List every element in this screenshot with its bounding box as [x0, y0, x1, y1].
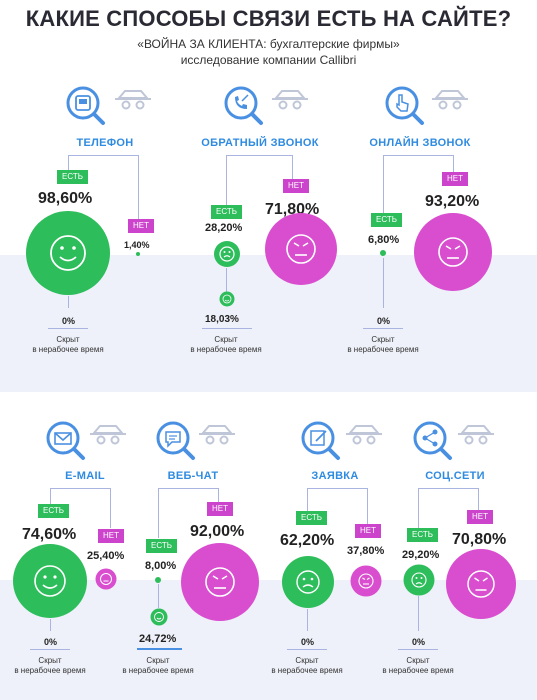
angry-face-icon [414, 213, 492, 291]
hidden-value: 0% [301, 637, 315, 647]
channel-name: ОНЛАЙН ЗВОНОК [369, 137, 471, 149]
yes-tag: ЕСТЬ [371, 213, 402, 227]
hidden-hint: Скрыт в нерабочее время [122, 656, 194, 675]
hidden-value: 0% [412, 637, 426, 647]
no-tag: НЕТ [355, 524, 381, 538]
email-icon [46, 421, 85, 460]
sad-face-icon [214, 241, 240, 267]
no-tag: НЕТ [207, 502, 233, 516]
channel-name: СОЦ.СЕТИ [425, 470, 485, 482]
incognito-icon [346, 425, 382, 445]
hidden-value: 0% [44, 637, 58, 647]
chat-icon [156, 421, 195, 460]
happy-face-icon [219, 291, 235, 307]
channel-name: E-MAIL [65, 470, 105, 482]
yes-tag: ЕСТЬ [296, 511, 327, 525]
no-value: 37,80% [347, 545, 385, 557]
no-value: 25,40% [87, 550, 125, 562]
yes-tag: ЕСТЬ [407, 528, 438, 542]
yes-tag: ЕСТЬ [57, 170, 88, 184]
yes-tag: ЕСТЬ [38, 504, 69, 518]
no-value: 93,20% [425, 193, 480, 210]
hidden-hint: Скрыт в нерабочее время [14, 656, 86, 675]
happy-face-icon [13, 544, 87, 618]
hidden-value: 18,03% [205, 314, 239, 325]
yes-value: 98,60% [38, 190, 93, 207]
angry-face-icon [181, 543, 259, 621]
no-value: 92,00% [190, 523, 245, 540]
channel-name: ТЕЛЕФОН [76, 137, 134, 149]
angry-face-icon [350, 565, 382, 597]
row-2-band [0, 580, 537, 700]
yes-value: 62,20% [280, 532, 335, 549]
yes-tag: ЕСТЬ [211, 205, 242, 219]
page-source: исследование компании Callibri [180, 53, 357, 67]
hidden-hint: Скрыт в нерабочее время [271, 656, 343, 675]
channel-name: ЗАЯВКА [311, 470, 359, 482]
yes-value: 28,20% [205, 222, 243, 234]
page-subtitle: «ВОЙНА ЗА КЛИЕНТА: бухгалтерские фирмы» [137, 37, 400, 51]
social-share-icon [413, 421, 452, 460]
yes-tag: ЕСТЬ [146, 539, 177, 553]
yes-value: 8,00% [145, 560, 177, 572]
callback-icon [224, 86, 263, 125]
incognito-icon [115, 90, 151, 110]
happy-face-icon [26, 211, 110, 295]
hidden-hint: Скрыт в нерабочее время [190, 335, 262, 354]
angry-face-icon [446, 549, 516, 619]
happy-face-icon [150, 608, 168, 626]
incognito-icon [458, 425, 494, 445]
sad-face-icon [282, 556, 334, 608]
phone-icon [66, 86, 105, 125]
channel-name: ОБРАТНЫЙ ЗВОНОК [201, 137, 319, 149]
hidden-hint: Скрыт в нерабочее время [347, 335, 419, 354]
no-tag: НЕТ [283, 179, 309, 193]
neutral-face-icon [95, 568, 117, 590]
page-title: КАКИЕ СПОСОБЫ СВЯЗИ ЕСТЬ НА САЙТЕ? [25, 6, 512, 31]
incognito-icon [432, 90, 468, 110]
no-tag: НЕТ [98, 529, 124, 543]
no-value: 70,80% [452, 531, 507, 548]
online-call-icon [385, 86, 424, 125]
hidden-hint: Скрыт в нерабочее время [32, 335, 104, 354]
yes-value: 74,60% [22, 526, 77, 543]
hidden-value: 0% [377, 316, 391, 326]
no-tag: НЕТ [128, 219, 154, 233]
sad-face-icon [403, 564, 435, 596]
form-icon [301, 421, 340, 460]
no-tag: НЕТ [442, 172, 468, 186]
no-value: 1,40% [124, 240, 150, 250]
angry-face-icon [265, 213, 337, 285]
hidden-hint: Скрыт в нерабочее время [382, 656, 454, 675]
channel-name: ВЕБ-ЧАТ [167, 470, 219, 482]
hidden-value: 24,72% [139, 633, 177, 645]
yes-value: 29,20% [402, 549, 440, 561]
yes-value: 6,80% [368, 234, 400, 246]
incognito-icon [199, 425, 235, 445]
incognito-icon [90, 425, 126, 445]
incognito-icon [272, 90, 308, 110]
no-tag: НЕТ [467, 510, 493, 524]
hidden-value: 0% [62, 316, 76, 326]
